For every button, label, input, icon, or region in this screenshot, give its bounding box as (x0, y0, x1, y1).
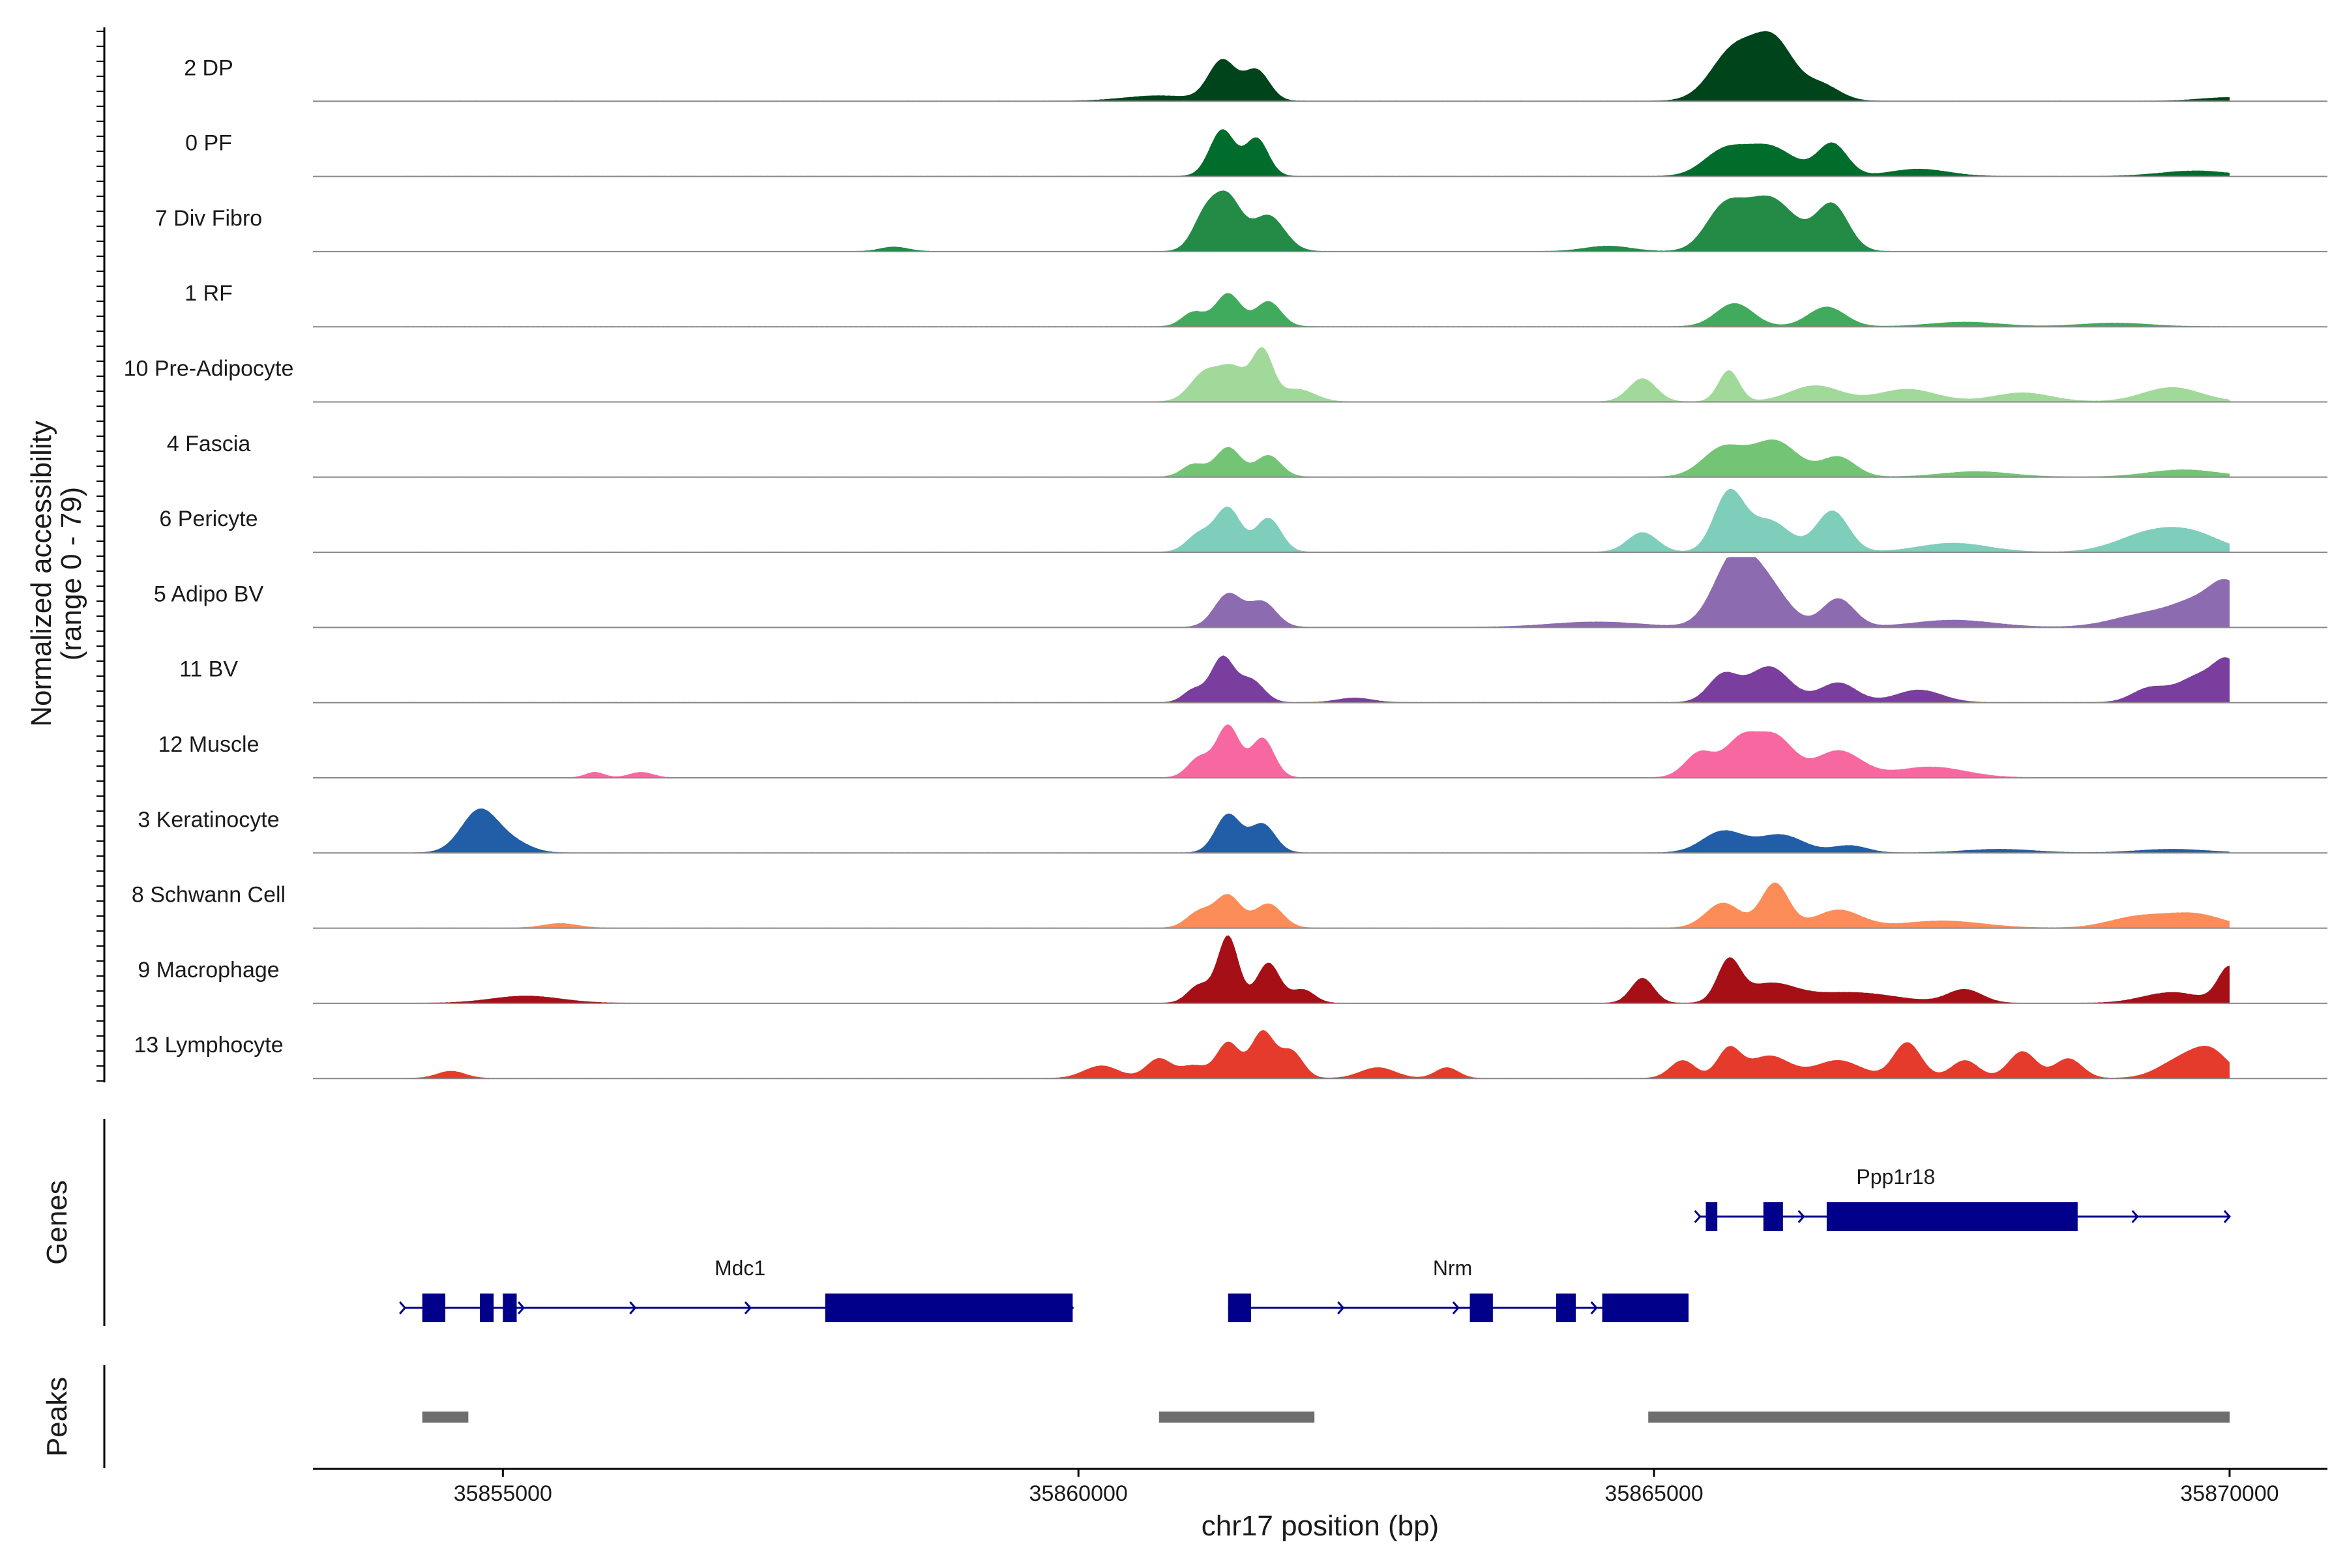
genes-panel: Genes Ppp1r18 Mdc1 Nrm (41, 1119, 2231, 1326)
x-tick-label: 35855000 (454, 1481, 552, 1506)
track-label: 2 DP (184, 55, 233, 80)
track-label: 10 Pre-Adipocyte (124, 357, 294, 381)
strand-arrow (1590, 1301, 1598, 1314)
track-11: 3 Keratinocyte (138, 807, 2327, 854)
peak-region (422, 1412, 469, 1423)
track-label: 11 BV (179, 657, 238, 682)
strand-arrow (1337, 1301, 1345, 1314)
strand-arrow (2223, 1210, 2231, 1223)
coverage-area (405, 488, 2230, 553)
coverage-area (405, 439, 2230, 477)
strand-arrow (1452, 1301, 1460, 1314)
gene-exon (1826, 1202, 2078, 1231)
gene-label: Mdc1 (715, 1256, 765, 1280)
track-label: 13 Lymphocyte (134, 1033, 283, 1058)
gene-label: Nrm (1433, 1256, 1472, 1280)
track-3: 7 Div Fibro (155, 190, 2327, 252)
gene-exon (503, 1294, 517, 1322)
coverage-tracks: 2 DP 0 PF 7 Div Fibro 1 RF 10 Pre-Adipocyte 4… (124, 31, 2327, 1080)
genes-panel-title: Genes (41, 1180, 73, 1265)
peak-region (1648, 1412, 2230, 1423)
track-2: 0 PF (185, 129, 2327, 177)
strand-arrow (744, 1301, 752, 1314)
track-label: 6 Pericyte (159, 507, 258, 531)
track-5: 10 Pre-Adipocyte (124, 347, 2327, 403)
gene-exon (1602, 1294, 1689, 1322)
coverage-area (405, 724, 2230, 778)
track-label: 8 Schwann Cell (132, 883, 286, 908)
coverage-area (405, 935, 2230, 1003)
coverage-area (405, 293, 2230, 327)
gene-exon (825, 1294, 1073, 1322)
track-7: 6 Pericyte (159, 488, 2327, 554)
strand-arrow (1694, 1210, 1702, 1223)
track-8: 5 Adipo BV (154, 557, 2327, 629)
track-12: 8 Schwann Cell (132, 882, 2327, 929)
strand-arrow (2131, 1210, 2139, 1223)
coverage-area (405, 655, 2230, 703)
gene-exon (1556, 1294, 1576, 1322)
strand-arrow (518, 1301, 525, 1314)
coverage-area (405, 347, 2230, 402)
strand-arrow (1797, 1210, 1805, 1223)
coverage-area (405, 31, 2230, 102)
gene-label: Ppp1r18 (1856, 1165, 1935, 1189)
track-label: 4 Fascia (167, 432, 251, 456)
track-4: 1 RF (185, 281, 2327, 328)
peaks-panel-title: Peaks (41, 1377, 73, 1457)
track-label: 9 Macrophage (138, 958, 279, 983)
gene-exon (422, 1294, 446, 1322)
x-axis: 35855000 35860000 35865000 35870000 chr17 p… (313, 1468, 2327, 1542)
track-13: 9 Macrophage (138, 935, 2327, 1004)
gene-ppp1r18: Ppp1r18 (1694, 1165, 2231, 1231)
coverage-area (405, 190, 2230, 252)
coverage-area (405, 129, 2230, 177)
y-axis-title: Normalized accessibility (25, 421, 57, 726)
peak-region (1159, 1412, 1315, 1423)
gene-exon (1763, 1202, 1783, 1231)
coverage-area (405, 1030, 2230, 1079)
track-label: 0 PF (185, 131, 232, 156)
track-14: 13 Lymphocyte (134, 1030, 2327, 1080)
coverage-area (405, 808, 2230, 853)
y-axis-range: (range 0 - 79) (55, 487, 87, 661)
peaks-panel: Peaks (41, 1365, 2230, 1468)
gene-exon (1705, 1202, 1718, 1231)
track-label: 1 RF (185, 281, 233, 306)
x-tick-label: 35870000 (2180, 1481, 2279, 1506)
coverage-area (405, 882, 2230, 928)
track-label: 5 Adipo BV (154, 582, 264, 606)
gene-exon (1228, 1294, 1252, 1322)
coverage-y-axis (96, 27, 106, 1083)
track-6: 4 Fascia (167, 432, 2327, 478)
track-10: 12 Muscle (158, 724, 2327, 778)
coverage-area (405, 557, 2230, 628)
gene-exon (480, 1294, 494, 1322)
x-axis-title: chr17 position (bp) (1202, 1510, 1439, 1542)
x-tick-label: 35865000 (1604, 1481, 1703, 1506)
strand-arrow (629, 1301, 637, 1314)
x-tick-label: 35860000 (1029, 1481, 1128, 1506)
track-1: 2 DP (184, 31, 2327, 102)
strand-arrow (399, 1301, 407, 1314)
gene-mdc1: Mdc1 (399, 1256, 1074, 1322)
track-9: 11 BV (179, 655, 2327, 703)
gene-exon (1469, 1294, 1493, 1322)
track-label: 12 Muscle (158, 732, 259, 757)
track-label: 7 Div Fibro (155, 206, 262, 231)
gene-nrm: Nrm (1228, 1256, 1689, 1322)
track-label: 3 Keratinocyte (138, 807, 279, 832)
